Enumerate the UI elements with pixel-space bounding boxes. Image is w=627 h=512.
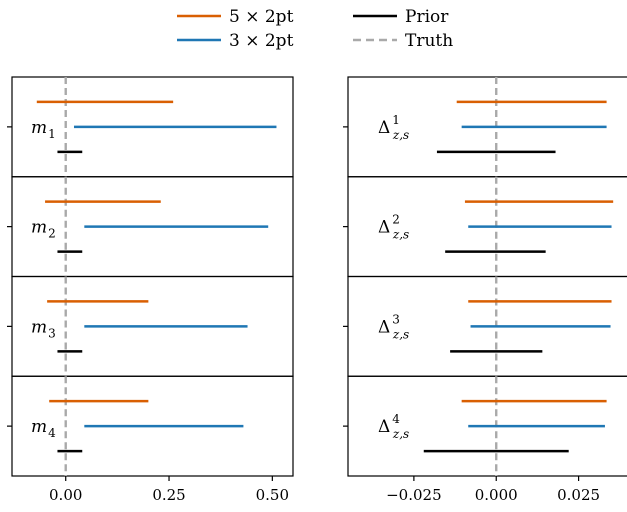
x-tick-label: 0.025 bbox=[557, 486, 600, 504]
legend-item-3-2pt: 3 × 2pt bbox=[177, 31, 294, 51]
x-tick-label: −0.025 bbox=[386, 486, 442, 504]
panel-row: Δ 2 z,s bbox=[343, 176, 627, 278]
panel-row: m3 bbox=[7, 275, 294, 377]
panel-row: Δ 4 z,s bbox=[343, 375, 627, 477]
row-label: m2 bbox=[31, 218, 56, 241]
panel-row: m2 bbox=[7, 176, 294, 278]
legend-item-truth: Truth bbox=[353, 31, 453, 51]
panel-row: Δ 1 z,s bbox=[343, 76, 627, 178]
x-tick-label: 0.00 bbox=[49, 486, 82, 504]
x-tick-label: 0.50 bbox=[256, 486, 289, 504]
x-tick-label: 0.25 bbox=[152, 486, 185, 504]
panel-row: m4 bbox=[7, 375, 294, 477]
legend-label: Truth bbox=[405, 31, 453, 51]
row-label: Δ 1 z,s bbox=[378, 113, 409, 142]
row-label: Δ 4 z,s bbox=[378, 412, 409, 441]
row-label: Δ 2 z,s bbox=[378, 213, 409, 242]
legend-label: 3 × 2pt bbox=[229, 31, 294, 51]
row-label: m3 bbox=[31, 317, 56, 340]
row-label: Δ 3 z,s bbox=[378, 312, 409, 341]
panel-right: Δ 1 z,s Δ 2 z,s Δ 3 z,s Δ 4 z,s −0.025 0.000 0.025 bbox=[343, 76, 627, 504]
legend-label: 5 × 2pt bbox=[229, 7, 294, 27]
panels: m1 m2 m3 m4 0.00 0.25 0.50 Δ 1 z,s Δ 2 z,s Δ 3 z,s Δ 4 z,s… bbox=[7, 76, 627, 504]
x-tick-label: 0.000 bbox=[475, 486, 518, 504]
panel-row: Δ 3 z,s bbox=[343, 275, 627, 377]
legend-item-5-2pt: 5 × 2pt bbox=[177, 7, 294, 27]
legend-item-prior: Prior bbox=[353, 7, 449, 27]
row-label: m1 bbox=[31, 118, 56, 141]
panel-left: m1 m2 m3 m4 0.00 0.25 0.50 bbox=[7, 76, 294, 504]
legend-label: Prior bbox=[405, 7, 449, 27]
legend: 5 × 2pt Prior 3 × 2pt Truth bbox=[177, 7, 453, 51]
row-label: m4 bbox=[31, 417, 56, 440]
panel-row: m1 bbox=[7, 76, 294, 178]
